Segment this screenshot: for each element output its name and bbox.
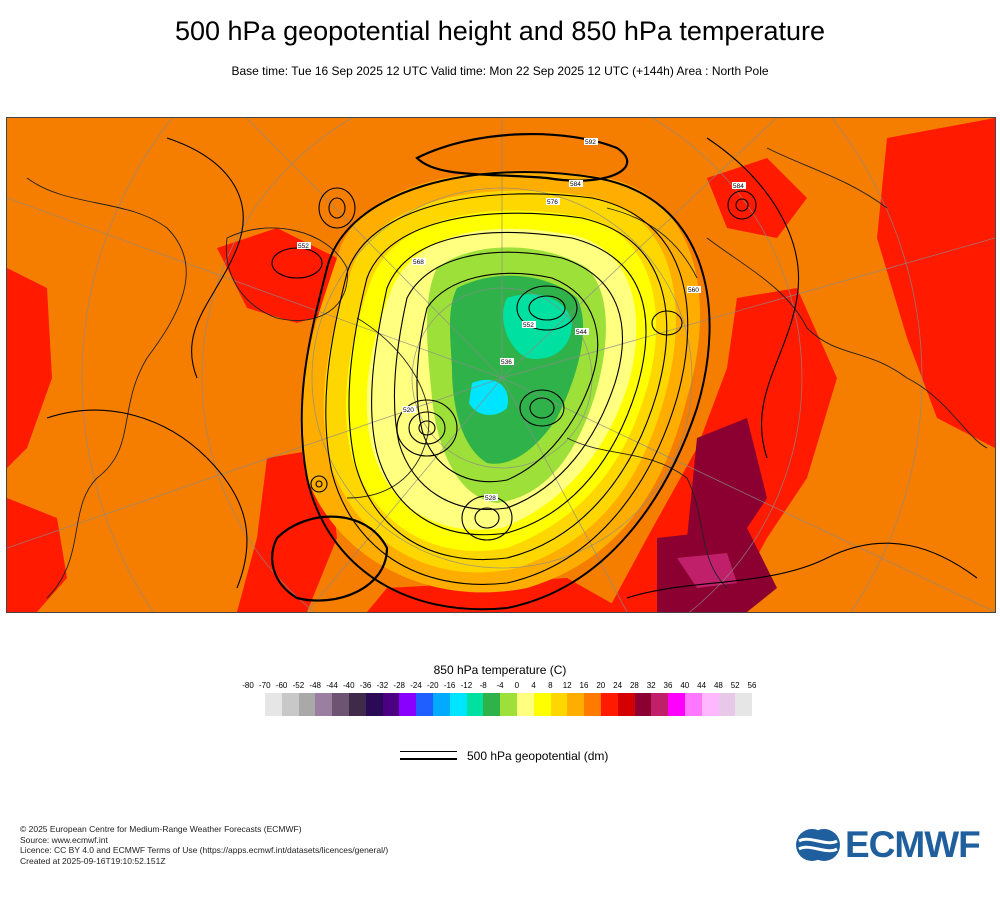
colorbar-tick-label: -20 bbox=[427, 681, 439, 690]
contour-labels: 592 584 576 568 560 552 544 536 528 520 … bbox=[297, 138, 746, 502]
colorbar-swatch bbox=[449, 693, 467, 716]
colorbar-swatch bbox=[634, 693, 652, 716]
colorbar-tick-label: -60 bbox=[275, 681, 288, 690]
colorbar-swatch bbox=[483, 693, 501, 716]
colorbar-swatch bbox=[500, 693, 517, 716]
ecmwf-logo-text: ECMWF bbox=[845, 824, 981, 865]
footer-source: Source: www.ecmwf.int bbox=[20, 834, 108, 845]
colorbar-tick-label: 32 bbox=[646, 681, 656, 690]
colorbar-tick-label: 4 bbox=[531, 681, 536, 690]
contour-label: 528 bbox=[485, 495, 496, 502]
colorbar-swatch bbox=[298, 693, 316, 716]
colorbar-tick-label: 8 bbox=[548, 681, 553, 690]
contour-label: 536 bbox=[501, 359, 512, 366]
contour-label: 584 bbox=[733, 183, 744, 190]
chart-subtitle: Base time: Tue 16 Sep 2025 12 UTC Valid … bbox=[231, 64, 769, 78]
colorbar-tick-label: -40 bbox=[343, 681, 355, 690]
footer-copyright: © 2025 European Centre for Medium-Range … bbox=[20, 824, 302, 834]
colorbar-tick-label: -4 bbox=[496, 681, 504, 690]
colorbar-tick-label: -44 bbox=[326, 681, 338, 690]
colorbar-swatch bbox=[466, 693, 484, 716]
map-canvas: 592 584 576 568 560 552 544 536 528 520 … bbox=[7, 118, 995, 612]
contour-label: 584 bbox=[570, 181, 581, 188]
colorbar-tick-label: -24 bbox=[410, 681, 422, 690]
coastlines bbox=[26, 147, 988, 599]
geopotential-contours bbox=[46, 132, 978, 611]
colorbar-swatch bbox=[332, 693, 349, 716]
colorbar-swatch bbox=[533, 693, 551, 716]
cold-core-teal bbox=[503, 294, 572, 359]
colorbar-swatch bbox=[550, 693, 568, 716]
colorbar-tick-label: -12 bbox=[460, 681, 473, 690]
colorbar-swatch bbox=[668, 693, 685, 716]
colorbar-tick-label: -32 bbox=[376, 681, 389, 690]
colorbar-tick-label: -36 bbox=[359, 681, 372, 690]
hot-area-asia bbox=[687, 418, 767, 558]
colorbar-swatch bbox=[399, 693, 417, 716]
colorbar-tick-label: 44 bbox=[697, 681, 707, 690]
colorbar-swatch bbox=[701, 693, 719, 716]
colorbar-tick-label: 0 bbox=[514, 681, 520, 690]
colorbar-swatch bbox=[365, 693, 383, 716]
colorbar-swatch bbox=[382, 693, 400, 716]
colorbar-title: 850 hPa temperature (C) bbox=[433, 663, 567, 677]
ecmwf-logo[interactable]: ECMWF bbox=[795, 824, 981, 865]
colorbar-swatch bbox=[651, 693, 669, 716]
colorbar-tick-label: 40 bbox=[680, 681, 690, 690]
very-hot-area bbox=[677, 553, 737, 588]
colorbar-tick-label: -8 bbox=[479, 681, 487, 690]
colorbar-swatch bbox=[684, 693, 702, 716]
warm-area-east bbox=[877, 118, 995, 448]
contour-label: 544 bbox=[576, 329, 587, 336]
colorbar-swatch bbox=[416, 693, 433, 716]
legend-label: 500 hPa geopotential (dm) bbox=[467, 749, 609, 763]
legend-line-icon bbox=[400, 749, 457, 763]
warm-area-west bbox=[7, 268, 52, 468]
colorbar-tick-label: -28 bbox=[393, 681, 405, 690]
colorbar-tick-label: -16 bbox=[443, 681, 456, 690]
colorbar-swatch bbox=[432, 693, 450, 716]
colorbar-ticks: -80 -70 -60 -52 -48 -44 -40 -36 -32 -28 -24 -20 -16-… bbox=[240, 681, 760, 693]
colorbar-swatch bbox=[718, 693, 736, 716]
contour-label: 592 bbox=[585, 139, 596, 146]
colorbar-swatch bbox=[265, 693, 282, 716]
contour-label: 552 bbox=[523, 322, 534, 329]
ecmwf-emblem-icon bbox=[796, 829, 840, 861]
warm-area-southwest bbox=[7, 498, 67, 612]
colorbar bbox=[265, 693, 753, 716]
contour-label: 568 bbox=[413, 259, 424, 266]
chart-title: 500 hPa geopotential height and 850 hPa … bbox=[174, 16, 825, 46]
contour-label: 576 bbox=[547, 199, 558, 206]
colorbar-tick-label: -70 bbox=[259, 681, 271, 690]
colorbar-swatch bbox=[617, 693, 635, 716]
colorbar-tick-label: 36 bbox=[663, 681, 673, 690]
colorbar-swatch bbox=[315, 693, 333, 716]
colorbar-tick-label: 16 bbox=[579, 681, 589, 690]
colorbar-swatch bbox=[516, 693, 534, 716]
contour-label: 560 bbox=[688, 287, 699, 294]
colorbar-swatch bbox=[735, 693, 753, 716]
colorbar-tick-label: -80 bbox=[242, 681, 254, 690]
colorbar-tick-label: 28 bbox=[629, 681, 639, 690]
footer-licence[interactable]: Licence: CC BY 4.0 and ECMWF Terms of Us… bbox=[20, 845, 389, 855]
footer: © 2025 European Centre for Medium-Range … bbox=[20, 824, 388, 866]
colorbar-tick-label: 48 bbox=[713, 681, 723, 690]
colorbar-swatch bbox=[567, 693, 585, 716]
colorbar-swatch bbox=[600, 693, 618, 716]
colorbar-tick-label: 56 bbox=[747, 681, 757, 690]
polar-map[interactable]: 592 584 576 568 560 552 544 536 528 520 … bbox=[6, 117, 996, 613]
contour-label: 552 bbox=[298, 243, 309, 250]
footer-created: Created at 2025-09-16T19:10:52.151Z bbox=[20, 855, 166, 866]
colorbar-tick-label: 12 bbox=[562, 681, 572, 690]
graticule bbox=[7, 118, 995, 612]
colorbar-swatch bbox=[348, 693, 366, 716]
colorbar-tick-label: 52 bbox=[730, 681, 740, 690]
colorbar-tick-label: -52 bbox=[292, 681, 305, 690]
colorbar-tick-label: -48 bbox=[309, 681, 321, 690]
colorbar-swatch bbox=[584, 693, 601, 716]
contour-label: 520 bbox=[403, 407, 414, 414]
colorbar-swatch bbox=[281, 693, 299, 716]
colorbar-tick-label: 24 bbox=[613, 681, 623, 690]
colorbar-tick-label: 20 bbox=[596, 681, 606, 690]
